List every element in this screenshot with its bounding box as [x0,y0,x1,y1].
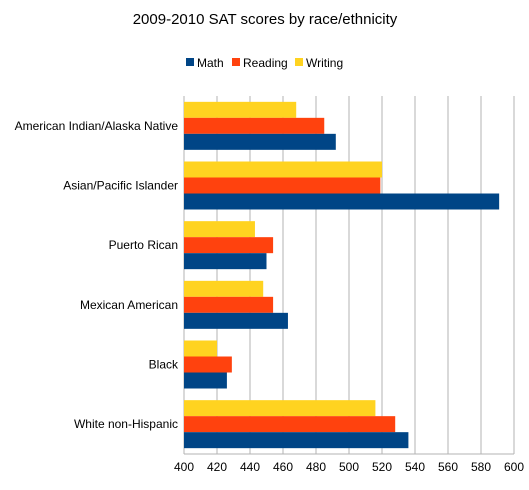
bar-writing-mexican-american [184,280,264,297]
x-tick-label-460: 460 [273,460,293,474]
bar-math-asian-pacific-islander [184,193,500,210]
bar-writing-american-indian-alaska-native [184,101,297,118]
x-tick-label-500: 500 [339,460,359,474]
bar-reading-puerto-rican [184,237,274,254]
legend-item-reading: Reading [232,56,288,70]
bar-math-american-indian-alaska-native [184,133,336,150]
legend: Math Reading Writing [186,56,343,70]
bar-reading-black [184,356,232,373]
x-tick-label-400: 400 [174,460,194,474]
x-tick-label-560: 560 [438,460,458,474]
bar-reading-mexican-american [184,296,274,313]
bar-reading-white-non-hispanic [184,416,396,433]
legend-swatch-writing [295,58,303,66]
category-label-white-non-hispanic: White non-Hispanic [74,417,178,431]
category-label-puerto-rican: Puerto Rican [109,238,178,252]
legend-label-reading: Reading [243,56,288,70]
bar-writing-puerto-rican [184,221,255,238]
bar-math-black [184,372,227,389]
chart-title: 2009-2010 SAT scores by race/ethnicity [133,11,398,28]
bar-writing-black [184,340,217,357]
x-tick-label-540: 540 [405,460,425,474]
gridlines [183,96,515,455]
x-tick-label-520: 520 [372,460,392,474]
x-tick-label-600: 600 [504,460,524,474]
legend-item-math: Math [186,56,224,70]
bars [184,101,500,449]
category-label-american-indian-alaska-native: American Indian/Alaska Native [15,119,179,133]
bar-writing-asian-pacific-islander [184,161,382,178]
bar-writing-white-non-hispanic [184,400,376,417]
legend-swatch-math [186,58,194,66]
legend-label-writing: Writing [306,56,343,70]
category-labels: American Indian/Alaska Native Asian/Pacif… [15,119,179,431]
bar-reading-american-indian-alaska-native [184,117,325,134]
x-tick-label-420: 420 [207,460,227,474]
bar-math-mexican-american [184,312,288,329]
x-tick-label-580: 580 [471,460,491,474]
x-tick-label-480: 480 [306,460,326,474]
category-label-black: Black [149,358,179,372]
legend-swatch-reading [232,58,240,66]
category-label-asian-pacific-islander: Asian/Pacific Islander [63,179,178,193]
x-tick-label-440: 440 [240,460,260,474]
bar-math-puerto-rican [184,253,267,270]
x-tick-labels: 400 420 440 460 480 500 520 540 560 580 600 [174,460,524,474]
legend-label-math: Math [197,56,224,70]
bar-reading-asian-pacific-islander [184,177,381,194]
legend-item-writing: Writing [295,56,343,70]
category-label-mexican-american: Mexican American [80,298,178,312]
bar-math-white-non-hispanic [184,432,409,449]
